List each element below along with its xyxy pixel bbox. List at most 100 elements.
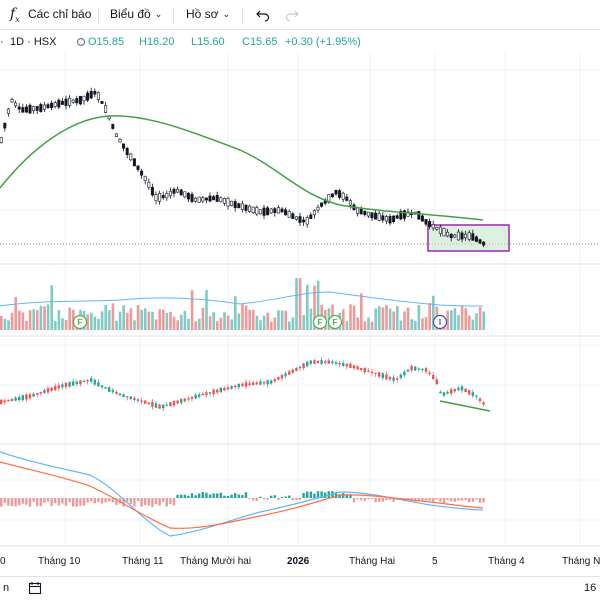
- volume-bar: [471, 319, 475, 330]
- macd-histogram-bar: [374, 498, 377, 503]
- candle-body: [125, 147, 129, 156]
- indicators-button[interactable]: Các chỉ báo: [28, 0, 91, 29]
- candle-body: [334, 189, 338, 195]
- candle-body: [197, 196, 201, 203]
- volume-bar: [478, 307, 482, 330]
- x-label-0: 0: [0, 556, 6, 567]
- macd-histogram-bar: [392, 498, 395, 502]
- macd-histogram-bar: [50, 498, 53, 507]
- undo-button[interactable]: [256, 0, 270, 29]
- macd-histogram-bar: [428, 498, 431, 501]
- macd-histogram-bar: [421, 498, 424, 501]
- candle-body: [179, 189, 183, 196]
- macd-histogram-bar: [302, 492, 305, 498]
- volume-bar: [158, 309, 161, 330]
- macd-histogram-bar: [234, 493, 237, 498]
- candle-body: [75, 98, 79, 104]
- low-value: L15.60: [191, 36, 225, 48]
- candle-body: [284, 209, 288, 216]
- candle-body: [363, 210, 367, 216]
- x-label-thang10: Tháng 10: [38, 556, 81, 567]
- volume-bar: [32, 309, 35, 330]
- candle-body: [132, 158, 136, 167]
- volume-bar: [100, 311, 104, 330]
- volume-bar: [453, 308, 457, 330]
- volume-bar: [464, 308, 467, 330]
- macd-histogram-bar: [28, 498, 32, 507]
- macd-histogram-bar: [471, 498, 474, 502]
- macd-histogram-bar: [226, 495, 230, 498]
- volume-bar: [176, 320, 179, 330]
- svg-text:F: F: [78, 318, 83, 327]
- volume-bar: [230, 319, 233, 330]
- volume-bar: [226, 315, 230, 330]
- candle-body: [212, 196, 216, 201]
- candle-body: [266, 207, 270, 216]
- macd-histogram-bar: [388, 498, 392, 500]
- macd-histogram-bar: [482, 498, 485, 503]
- volume-bar: [450, 310, 453, 330]
- visibility-toggle-icon[interactable]: [76, 37, 86, 50]
- volume-bar: [140, 309, 143, 330]
- candle-body: [100, 101, 104, 104]
- macd-histogram-bar: [241, 494, 244, 498]
- chart-type-label: Biểu đồ: [110, 7, 151, 21]
- macd-histogram-bar: [370, 498, 374, 500]
- candle-body: [467, 232, 471, 240]
- pane-separators[interactable]: [0, 263, 600, 547]
- symbol-prefix: ·: [0, 36, 4, 48]
- chart-type-button[interactable]: Biểu đồ ⌄: [110, 0, 162, 29]
- macd-histogram-bar: [129, 498, 132, 505]
- candle-body: [168, 190, 172, 197]
- calendar-icon[interactable]: [28, 581, 42, 598]
- indicators-fx-icon[interactable]: fx: [10, 6, 20, 24]
- macd-histogram-bar: [406, 498, 410, 500]
- symbol-label[interactable]: 1D · HSX: [10, 36, 57, 48]
- macd-histogram-bar: [32, 498, 35, 502]
- trendline[interactable]: [439, 400, 491, 412]
- candle-body: [3, 122, 7, 129]
- volume-bar: [414, 320, 417, 330]
- candle-body: [208, 195, 212, 202]
- candle-body: [150, 186, 154, 196]
- macd-histogram-bar: [93, 498, 96, 504]
- macd-histogram-bar: [144, 498, 147, 505]
- x-label-thang12: Tháng Mười hai: [180, 556, 251, 567]
- volume-bar: [104, 304, 107, 330]
- volume-bar: [360, 293, 363, 330]
- macd-histogram-bar: [115, 498, 118, 505]
- volume-bar: [410, 319, 413, 330]
- candle-body: [248, 205, 252, 212]
- macd-histogram-bar: [183, 494, 186, 498]
- macd-histogram-bar: [309, 491, 312, 498]
- financial-marker-f1[interactable]: F: [72, 314, 88, 330]
- volume-bar: [18, 310, 21, 330]
- candle-body: [482, 241, 486, 246]
- redo-button[interactable]: [285, 0, 299, 29]
- macd-histogram-bar: [223, 495, 226, 498]
- candle-body: [42, 104, 46, 110]
- chart-area[interactable]: F F F I 0 Tháng 10 Tháng 11 Tháng Mười h…: [0, 52, 600, 576]
- volume-bar: [144, 308, 147, 330]
- candle-body: [190, 193, 194, 202]
- templates-button[interactable]: Hồ sơ ⌄: [186, 0, 230, 29]
- volume-bar: [0, 315, 3, 330]
- candle-body: [219, 197, 223, 202]
- macd-histogram-bar: [378, 498, 381, 502]
- macd-histogram-bar: [295, 498, 298, 501]
- macd-histogram-bar: [381, 498, 384, 502]
- candle-body: [140, 170, 144, 176]
- candle-body: [186, 192, 190, 200]
- info-marker-i1[interactable]: I: [432, 314, 448, 330]
- macd-histogram-bar: [61, 498, 64, 504]
- candle-body: [161, 195, 165, 199]
- macd-histogram-bar: [172, 498, 176, 506]
- candle-body: [431, 223, 435, 229]
- macd-histogram-bar: [334, 492, 338, 498]
- macd-histogram-bar: [158, 498, 161, 506]
- candle-body: [276, 207, 280, 214]
- high-value: H16.20: [139, 36, 175, 48]
- financial-marker-f3[interactable]: F: [327, 314, 343, 330]
- financial-marker-f2[interactable]: F: [312, 314, 328, 330]
- volume-bar: [345, 321, 349, 330]
